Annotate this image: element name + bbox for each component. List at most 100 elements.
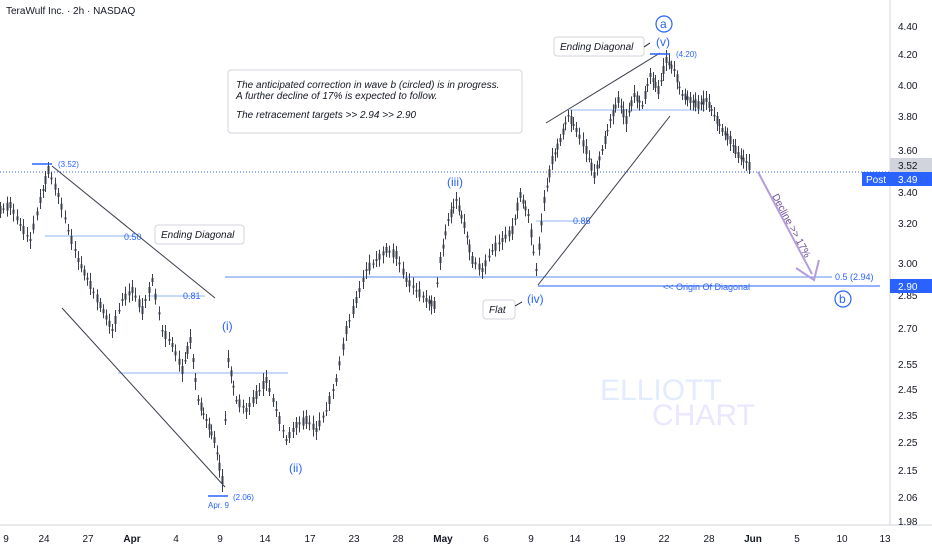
time-tick-label: Jun [744,534,762,545]
candle-body [530,229,533,238]
callout-flat [482,299,516,320]
candle-body [478,263,481,270]
candle-body [22,226,25,234]
decline-arrow-line [757,171,813,275]
candle-body [197,399,200,401]
price-tick-label: 2.25 [898,438,918,449]
candle-body [501,238,504,242]
candle-body [447,219,450,221]
candle-body [548,169,551,178]
candle-body [50,177,53,180]
candle-body [498,242,501,245]
candle-body [692,100,695,103]
candle-body [458,205,461,212]
candle-body [392,249,395,258]
candle-body [742,157,745,162]
candle-body [700,102,703,105]
candle-body [189,337,192,343]
candle-body [80,264,83,269]
candle-body [83,269,86,276]
candle-body [118,310,121,312]
candle-body [708,102,711,108]
time-tick-label: 10 [836,534,848,545]
candle-body [64,217,67,220]
candle-body [748,162,751,170]
candle-body [630,100,633,107]
candle-body [466,235,469,238]
candle-body [181,366,184,374]
candle-body [551,156,554,164]
candle-body [562,128,565,135]
right-diagonal-upper [545,52,661,124]
wave-label-i: (i) [222,319,233,333]
badge-last-price [890,158,932,172]
time-axis-ticks: 9 24 27 Apr 4 9 14 17 23 28 May 6 9 14 19 22 28 Jun 5 10 13 [3,534,891,545]
candle-body [184,360,187,362]
candle-body [32,223,35,230]
candle-body [439,257,442,263]
candle-body [408,280,411,287]
left-diagonal-lower [61,307,226,488]
candle-body [519,192,522,198]
candle-body [535,269,538,271]
candle-body [641,105,644,107]
candle-body [174,351,177,356]
candle-body [39,197,42,203]
candle-body [673,69,676,71]
candle-body [524,206,527,211]
candle-body [99,302,102,308]
badge-post-value: 3.49 [898,175,918,186]
candle-body [285,439,288,441]
candle-body [224,419,227,421]
candle-body [620,105,623,108]
candle-body [491,250,494,252]
candle-body [295,422,298,428]
time-tick-label: Apr [123,534,140,545]
candle-body [114,316,117,324]
candle-body [628,110,631,113]
candle-body [474,262,477,265]
candle-body [532,251,535,254]
candle-body [516,202,519,211]
candle-body [362,278,365,282]
price-tick-label: 2.35 [898,411,918,422]
wave-a-circle [655,15,673,33]
right-diagonal-lower [537,115,671,286]
time-tick-label: 28 [703,534,715,545]
candle-body [202,413,205,415]
candle-body [676,74,679,83]
candle-body [436,282,439,284]
candle-body [298,422,301,425]
candle-body [168,339,171,341]
candle-body [567,115,570,117]
candle-body [238,399,241,408]
candle-body [245,408,248,412]
candle-body [654,82,657,88]
decline-arrow-head [795,259,820,282]
candle-body [636,95,639,102]
note-line-3: The retracement targets >> 2.94 >> 2.90 [236,110,417,121]
candle-body [382,251,385,256]
candle-body [575,128,578,132]
candle-body [74,249,77,251]
candle-body [604,136,607,144]
candle-body [378,253,381,260]
candle-body [556,143,559,150]
candle-body [433,301,436,309]
candle-body [622,109,625,118]
candle-body [292,428,295,432]
candle-body [522,199,525,204]
candle-body [154,293,157,300]
candle-body [29,239,32,241]
candle-body [684,93,687,100]
price-tick-label: 4.20 [898,50,918,61]
candle-body [47,166,50,174]
fib-label-081: 0.81 [183,291,201,301]
candle-body [740,155,743,160]
candle-body [60,203,63,210]
time-tick-label: 14 [569,534,581,545]
time-tick-label: 9 [217,534,223,545]
callout-ending-diagonal-left [154,224,245,245]
candle-body [716,116,719,124]
